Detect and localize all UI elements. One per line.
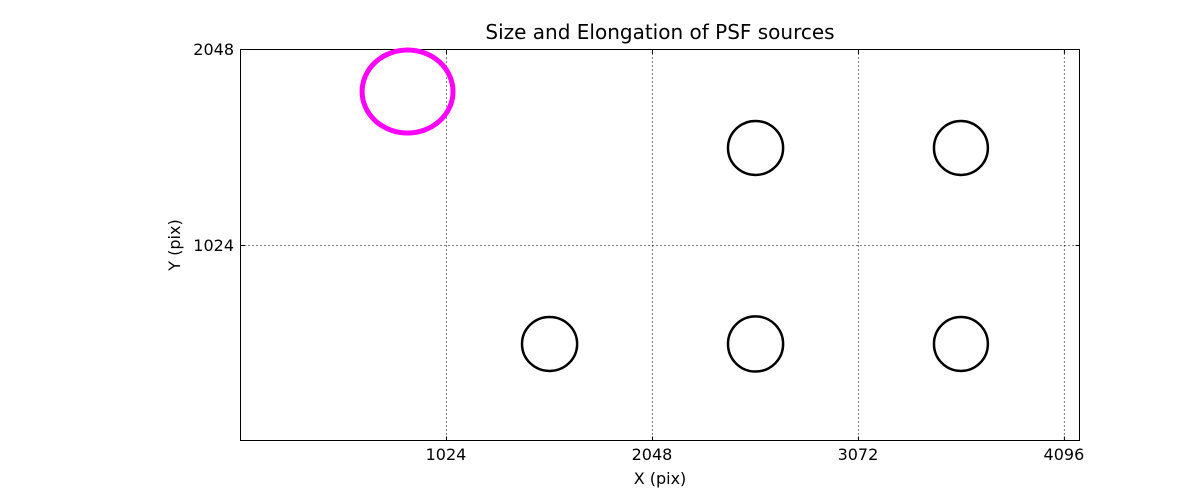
y-tick-label: 2048 [193, 39, 234, 59]
x-tick-label: 1024 [425, 445, 467, 464]
chart-title: Size and Elongation of PSF sources [485, 20, 835, 44]
y-tick-label: 1024 [193, 235, 234, 255]
highlighted-psf-source-ellipse [359, 47, 456, 136]
x-tick-label: 3072 [837, 445, 879, 464]
x-tick-label: 2048 [631, 445, 673, 464]
x-tick-label: 4096 [1043, 445, 1085, 464]
psf-source-ellipse [932, 315, 990, 373]
psf-source-ellipse [520, 315, 579, 373]
x-axis-label: X (pix) [633, 469, 687, 488]
psf-source-ellipse [932, 119, 990, 177]
psf-source-ellipse [726, 119, 785, 177]
axes-frame [240, 49, 1080, 441]
psf-source-ellipse [726, 315, 785, 373]
